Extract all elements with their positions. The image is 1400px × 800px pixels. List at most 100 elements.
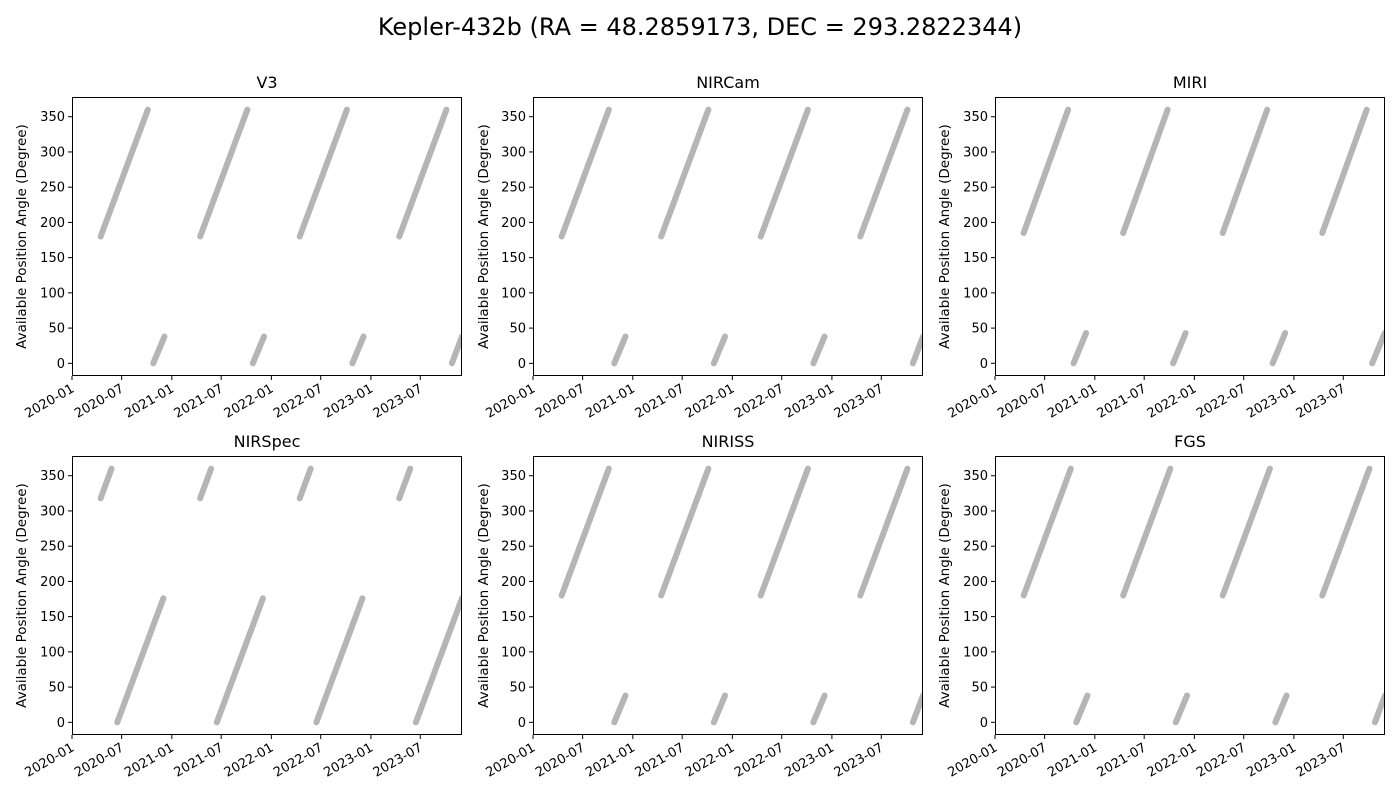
y-tick-label: 50 xyxy=(509,681,526,696)
y-tick-label: 200 xyxy=(40,216,65,231)
data-band-8 xyxy=(909,692,923,726)
data-band-8 xyxy=(448,333,462,367)
y-tick-label: 200 xyxy=(963,575,988,590)
axes-frame xyxy=(72,456,462,735)
axes-frame xyxy=(533,456,923,735)
data-band-5 xyxy=(1219,106,1271,236)
y-tick-label: 300 xyxy=(501,145,526,160)
data-band-7 xyxy=(857,106,911,240)
data-band-6 xyxy=(1272,692,1290,726)
data-band-4 xyxy=(1170,330,1189,367)
y-axis-label: Available Position Angle (Degree) xyxy=(937,483,953,708)
y-tick-label: 300 xyxy=(501,504,526,519)
plot-area xyxy=(558,106,923,367)
y-axis-label: Available Position Angle (Degree) xyxy=(14,124,30,349)
panel-title: NIRISS xyxy=(702,432,755,451)
plot-area xyxy=(1020,465,1385,726)
panel-miri: MIRI Available Position Angle (Degree) 0… xyxy=(937,73,1385,422)
y-tick-label: 0 xyxy=(57,716,65,731)
panel-title: NIRSpec xyxy=(234,432,301,451)
data-band-5 xyxy=(296,465,314,502)
y-tick-label: 200 xyxy=(501,575,526,590)
axes-frame xyxy=(72,97,462,376)
data-band-7 xyxy=(1319,465,1373,599)
data-band-2 xyxy=(1070,330,1090,367)
data-band-7 xyxy=(857,465,911,599)
y-tick-label: 150 xyxy=(963,610,988,625)
data-band-7 xyxy=(396,465,414,502)
panel-title: FGS xyxy=(1174,432,1206,451)
data-band-8 xyxy=(909,333,923,367)
y-tick-label: 250 xyxy=(963,540,988,555)
plot-area xyxy=(558,465,923,726)
y-tick-label: 0 xyxy=(980,357,988,372)
panel-title: NIRCam xyxy=(696,73,760,92)
data-band-6 xyxy=(1269,330,1289,367)
data-band-3 xyxy=(1120,465,1174,599)
y-axis-label: Available Position Angle (Degree) xyxy=(937,124,953,349)
data-band-3 xyxy=(197,106,251,240)
y-tick-label: 50 xyxy=(48,681,65,696)
y-tick-label: 150 xyxy=(40,610,65,625)
axes-frame xyxy=(533,97,923,376)
data-band-6 xyxy=(313,595,366,726)
plot-area xyxy=(1020,106,1385,367)
data-band-1 xyxy=(97,106,151,240)
y-tick-label: 200 xyxy=(40,575,65,590)
y-tick-label: 250 xyxy=(501,540,526,555)
y-tick-label: 150 xyxy=(963,251,988,266)
y-tick-label: 300 xyxy=(963,504,988,519)
y-tick-label: 350 xyxy=(963,469,988,484)
y-axis-label: Available Position Angle (Degree) xyxy=(14,483,30,708)
y-tick-label: 250 xyxy=(40,181,65,196)
y-tick-label: 100 xyxy=(40,286,65,301)
panel-title: V3 xyxy=(256,73,277,92)
data-band-1 xyxy=(1020,465,1074,599)
y-tick-label: 100 xyxy=(501,286,526,301)
data-band-5 xyxy=(757,106,811,240)
y-tick-label: 0 xyxy=(518,357,526,372)
figure-title: Kepler-432b (RA = 48.2859173, DEC = 293.… xyxy=(378,13,1022,41)
y-tick-label: 50 xyxy=(509,322,526,337)
data-band-2 xyxy=(611,333,629,367)
data-band-6 xyxy=(810,692,828,726)
y-tick-label: 100 xyxy=(40,645,65,660)
y-tick-label: 250 xyxy=(963,181,988,196)
data-band-1 xyxy=(558,465,612,599)
data-band-4 xyxy=(249,333,267,367)
data-band-2 xyxy=(150,333,168,367)
data-band-3 xyxy=(658,465,712,599)
panel-title: MIRI xyxy=(1173,73,1207,92)
data-band-3 xyxy=(197,465,215,502)
data-band-3 xyxy=(658,106,712,240)
data-band-2 xyxy=(1073,692,1091,726)
y-tick-label: 100 xyxy=(501,645,526,660)
y-tick-label: 350 xyxy=(40,110,65,125)
y-tick-label: 300 xyxy=(963,145,988,160)
data-band-1 xyxy=(558,106,612,240)
y-tick-label: 300 xyxy=(40,145,65,160)
plot-area xyxy=(97,106,462,367)
plot-area xyxy=(97,465,462,726)
data-band-8 xyxy=(412,595,462,726)
y-tick-label: 50 xyxy=(48,322,65,337)
data-band-2 xyxy=(114,595,167,726)
y-tick-label: 0 xyxy=(980,716,988,731)
y-tick-label: 150 xyxy=(501,610,526,625)
y-tick-label: 100 xyxy=(963,645,988,660)
data-band-8 xyxy=(1369,330,1385,367)
data-band-3 xyxy=(1120,106,1171,236)
y-tick-label: 200 xyxy=(501,216,526,231)
data-band-7 xyxy=(396,106,450,240)
y-tick-label: 250 xyxy=(40,540,65,555)
y-axis-label: Available Position Angle (Degree) xyxy=(476,483,492,708)
y-tick-label: 150 xyxy=(501,251,526,266)
y-tick-label: 350 xyxy=(40,469,65,484)
data-band-6 xyxy=(349,333,367,367)
y-tick-label: 300 xyxy=(40,504,65,519)
y-tick-label: 50 xyxy=(971,322,988,337)
data-band-4 xyxy=(710,333,728,367)
y-tick-label: 350 xyxy=(963,110,988,125)
y-tick-label: 0 xyxy=(518,716,526,731)
data-band-8 xyxy=(1371,692,1385,726)
